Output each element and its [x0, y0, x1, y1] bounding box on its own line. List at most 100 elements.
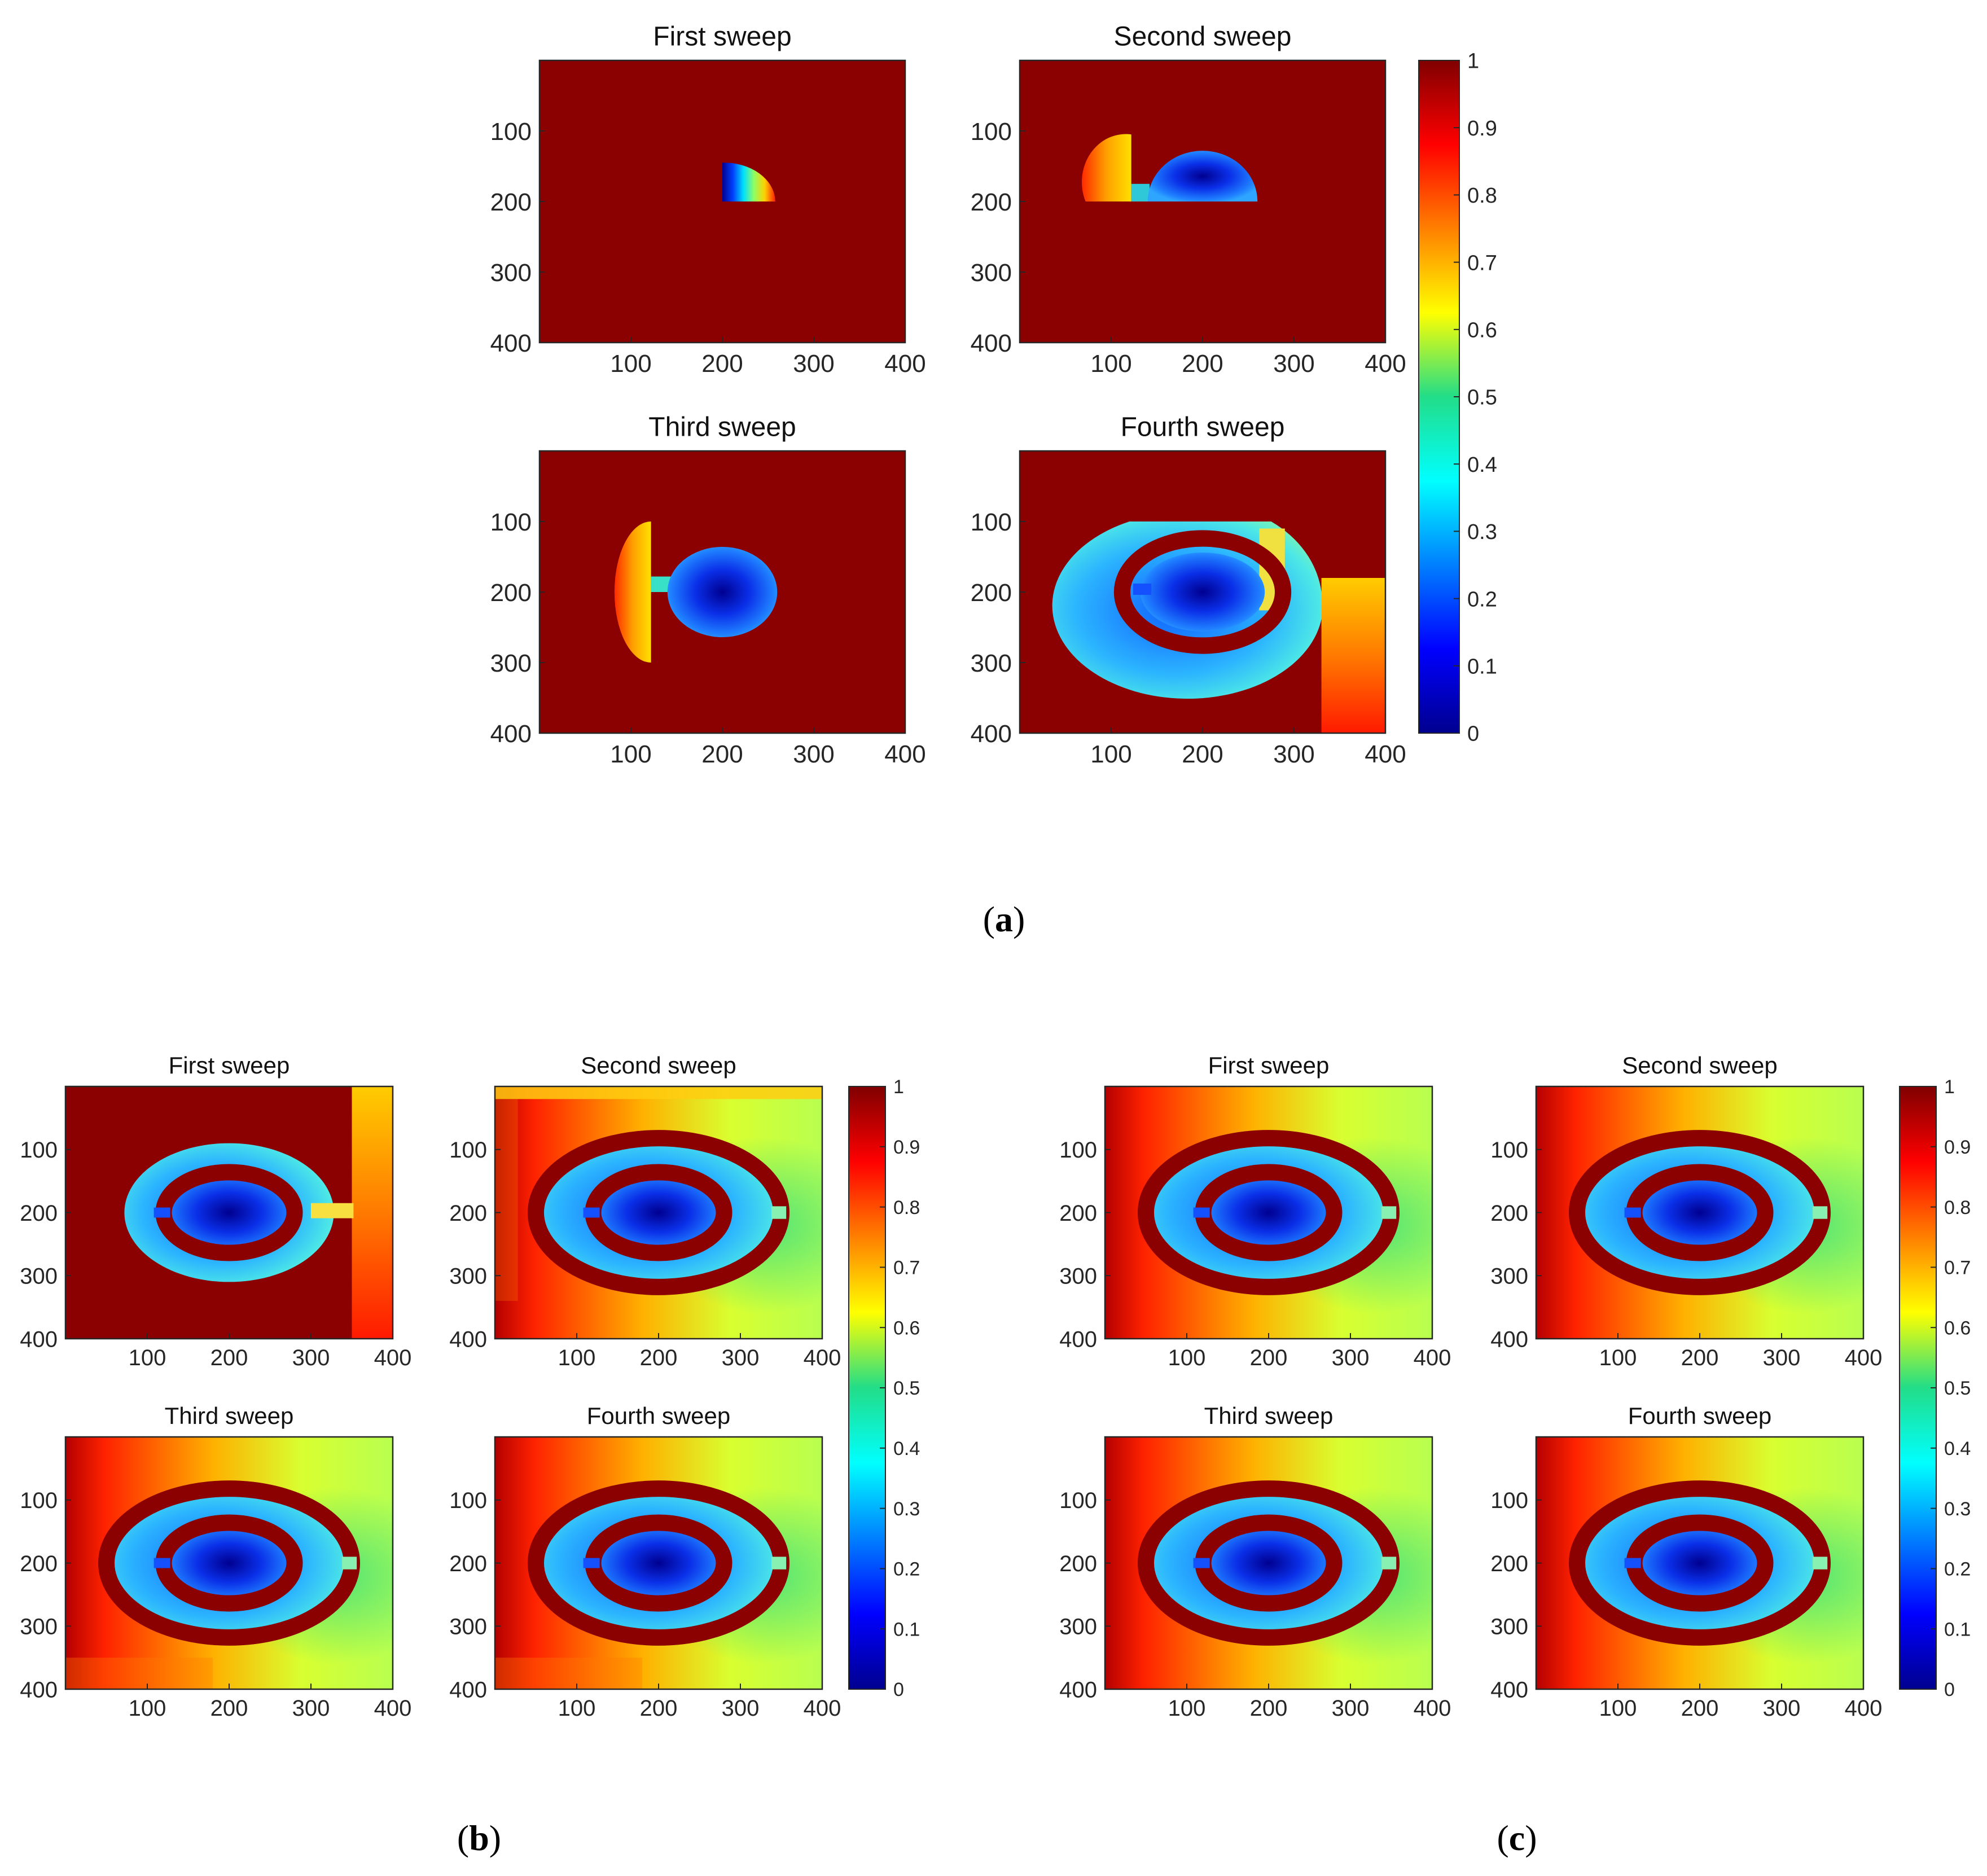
- colorbar-tick-label: 0.9: [893, 1137, 920, 1158]
- colorbar-tick-label: 0: [1944, 1679, 1955, 1700]
- inner-region: [594, 1173, 723, 1252]
- colorbar-tick-label: 1: [893, 1076, 904, 1098]
- x-tick-label: 200: [210, 1345, 248, 1370]
- panel-b-4: 100 200 300 400 100 200 300 400 Fourth sweep: [449, 1402, 841, 1721]
- y-tick-label: 300: [490, 259, 532, 287]
- y-tick-label: 200: [449, 1551, 487, 1576]
- x-tick-label: 100: [558, 1345, 596, 1370]
- colorbar-tick-label: 0.1: [1944, 1619, 1971, 1640]
- outer-wall-gap: [771, 1206, 787, 1219]
- y-tick-label: 100: [1490, 1488, 1528, 1513]
- x-tick-label: 400: [1365, 740, 1406, 768]
- x-tick-label: 400: [1845, 1696, 1883, 1721]
- panel-title: First sweep: [169, 1052, 290, 1079]
- y-tick-label: 100: [20, 1138, 58, 1163]
- visited-right-channel: [1321, 578, 1385, 733]
- x-tick-label: 300: [1273, 350, 1314, 378]
- inner-region: [1635, 1173, 1764, 1252]
- x-tick-label: 200: [1250, 1696, 1288, 1721]
- y-tick-label: 400: [449, 1677, 487, 1702]
- panel-heatmap: [1020, 60, 1385, 343]
- colorbar-tick-label: 1: [1467, 50, 1479, 73]
- visited-sector: [1081, 134, 1131, 201]
- y-tick-label: 300: [1490, 1615, 1528, 1640]
- y-tick-label: 200: [490, 579, 532, 607]
- y-tick-label: 200: [1059, 1551, 1097, 1576]
- panel-heatmap: [495, 1086, 822, 1339]
- x-tick-label: 300: [722, 1696, 760, 1721]
- panel-a-3: 100 200 300 400 100 200 300 400 Third sweep: [490, 413, 926, 768]
- y-tick-label: 100: [20, 1488, 58, 1513]
- x-tick-label: 100: [129, 1696, 166, 1721]
- colorbar-tick-label: 0.1: [1467, 655, 1497, 678]
- y-tick-label: 300: [971, 650, 1012, 677]
- y-tick-label: 400: [490, 330, 532, 357]
- panel-b-3: 100 200 300 400 100 200 300 400 Third sweep: [20, 1402, 411, 1721]
- panel-a-2: 100 200 300 400 100 200 300 400 Second sweep: [971, 22, 1406, 378]
- y-tick-label: 200: [449, 1201, 487, 1226]
- outer-wall-gap: [1813, 1206, 1828, 1219]
- inner-region: [165, 1524, 293, 1602]
- y-tick-label: 200: [490, 189, 532, 216]
- y-tick-label: 300: [20, 1264, 58, 1289]
- label-close: ): [1525, 1818, 1537, 1858]
- y-tick-label: 200: [971, 189, 1012, 216]
- y-tick-label: 100: [490, 118, 532, 146]
- panel-heatmap: [1536, 1437, 1863, 1689]
- y-tick-label: 400: [971, 330, 1012, 357]
- panel-heatmap: [1105, 1437, 1432, 1689]
- bottom-strip: [65, 1658, 213, 1689]
- chart-group-c: 100 200 300 400 100 200 300 400 First sweep 100 20…: [1059, 1052, 1971, 1721]
- inner-wall-gap: [583, 1207, 600, 1218]
- panel-b-2: 100 200 300 400 100 200 300 400 Second sweep: [449, 1052, 841, 1370]
- right-channel: [352, 1086, 393, 1339]
- y-tick-label: 300: [20, 1615, 58, 1640]
- colorbar-tick-label: 0.5: [1467, 386, 1497, 410]
- x-tick-label: 200: [1182, 740, 1223, 768]
- panel-title: Fourth sweep: [1628, 1402, 1771, 1429]
- x-tick-label: 400: [804, 1345, 841, 1370]
- panel-title: Second sweep: [1114, 22, 1292, 52]
- x-tick-label: 200: [640, 1696, 678, 1721]
- x-tick-label: 200: [1681, 1345, 1719, 1370]
- panel-c-3: 100 200 300 400 100 200 300 400 Third sweep: [1059, 1402, 1451, 1721]
- x-tick-label: 300: [1763, 1696, 1801, 1721]
- y-tick-label: 100: [449, 1138, 487, 1163]
- y-tick-label: 400: [1490, 1677, 1528, 1702]
- visited-half-ellipse: [1147, 151, 1258, 201]
- colorbar-tick-label: 0.9: [1944, 1137, 1971, 1158]
- outer-wall-gap: [771, 1557, 787, 1570]
- x-tick-label: 200: [1182, 350, 1223, 378]
- outer-wall-gap: [1381, 1206, 1397, 1219]
- colorbar-tick-label: 0.5: [893, 1378, 920, 1399]
- outer-wall-gap: [1381, 1557, 1397, 1570]
- x-tick-label: 200: [1681, 1696, 1719, 1721]
- colorbar-tick-label: 0.6: [1944, 1317, 1971, 1339]
- y-tick-label: 300: [449, 1264, 487, 1289]
- panel-a-1: 100 200 300 400 100 200 300 400 First sweep: [490, 22, 926, 378]
- x-tick-label: 100: [610, 350, 651, 378]
- inner-wall-gap: [1624, 1558, 1641, 1568]
- colorbar-tick-label: 0.6: [1467, 318, 1497, 342]
- colorbar-tick-label: 0: [893, 1679, 904, 1700]
- colorbar-tick-label: 0.2: [1944, 1559, 1971, 1580]
- x-tick-label: 300: [1332, 1345, 1370, 1370]
- outer-wall-gap: [342, 1557, 357, 1570]
- x-tick-label: 200: [640, 1345, 678, 1370]
- label-letter: b: [469, 1818, 489, 1858]
- left-strip: [495, 1099, 518, 1301]
- y-tick-label: 400: [1059, 1327, 1097, 1352]
- chart-group-b: 100 200 300 400 100 200 300 400 First sweep 100 20…: [20, 1052, 920, 1721]
- colorbar-tick-label: 0.7: [893, 1257, 920, 1279]
- panel-c-4: 100 200 300 400 100 200 300 400 Fourth sweep: [1490, 1402, 1882, 1721]
- inner-wall: [155, 1164, 303, 1261]
- y-tick-label: 100: [971, 509, 1012, 536]
- colorbar-tick-label: 0.2: [893, 1559, 920, 1580]
- y-tick-label: 100: [1059, 1138, 1097, 1163]
- x-tick-label: 100: [1090, 740, 1131, 768]
- label-letter: a: [995, 899, 1013, 939]
- colorbar-tick-label: 0.4: [893, 1438, 920, 1459]
- x-tick-label: 300: [1273, 740, 1314, 768]
- y-tick-label: 400: [20, 1327, 58, 1352]
- inner-wall: [1113, 530, 1292, 654]
